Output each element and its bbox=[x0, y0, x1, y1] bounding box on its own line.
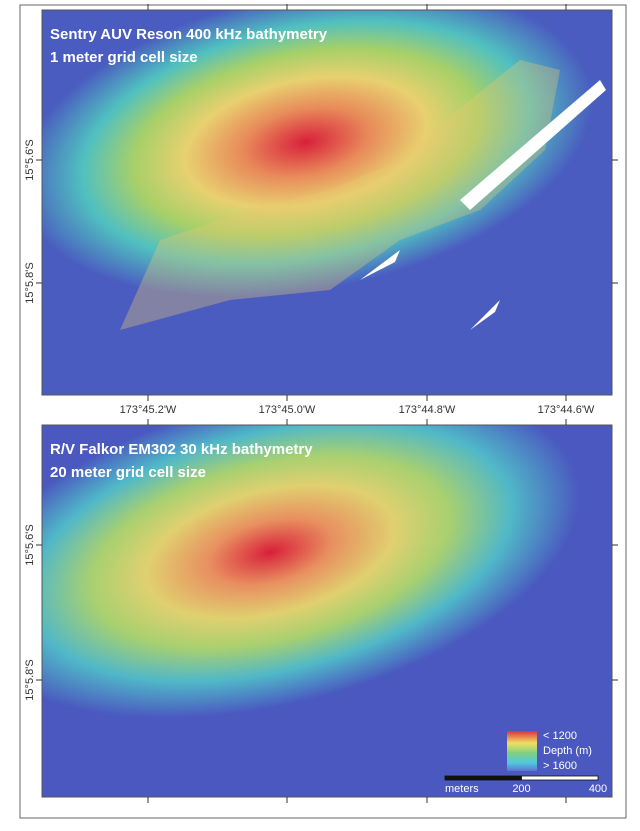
ridge bbox=[120, 60, 560, 330]
panel-title: Sentry AUV Reson 400 kHz bathymetry bbox=[50, 26, 328, 43]
lon-label: 173°45.2'W bbox=[120, 404, 177, 416]
panel-title: 20 meter grid cell size bbox=[50, 464, 206, 481]
map-border bbox=[41, 424, 613, 798]
frame bbox=[19, 4, 627, 819]
legend-top: < 1200 bbox=[543, 730, 577, 742]
lat-label: 15°5.8'S bbox=[24, 262, 36, 303]
scale-segment bbox=[521, 775, 599, 781]
lat-label: 15°5.6'S bbox=[24, 524, 36, 565]
scale-segment bbox=[444, 775, 522, 781]
lon-label: 173°45.0'W bbox=[259, 404, 316, 416]
lat-label: 15°5.8'S bbox=[24, 659, 36, 700]
scale-label: 400 bbox=[589, 783, 607, 795]
map-top bbox=[42, 10, 612, 395]
scale-label: 200 bbox=[512, 783, 530, 795]
panel-title: R/V Falkor EM302 30 kHz bathymetry bbox=[50, 441, 313, 458]
map-border bbox=[41, 9, 613, 396]
panel-title: 1 meter grid cell size bbox=[50, 49, 198, 66]
lon-label: 173°44.6'W bbox=[538, 404, 595, 416]
legend-colorbar bbox=[507, 731, 537, 771]
data-gap bbox=[360, 80, 606, 330]
lon-label: 173°44.8'W bbox=[399, 404, 456, 416]
legend-label: Depth (m) bbox=[543, 745, 592, 757]
lat-label: 15°5.6'S bbox=[24, 139, 36, 180]
scale-unit: meters bbox=[445, 783, 479, 795]
legend-bottom: > 1600 bbox=[543, 760, 577, 772]
